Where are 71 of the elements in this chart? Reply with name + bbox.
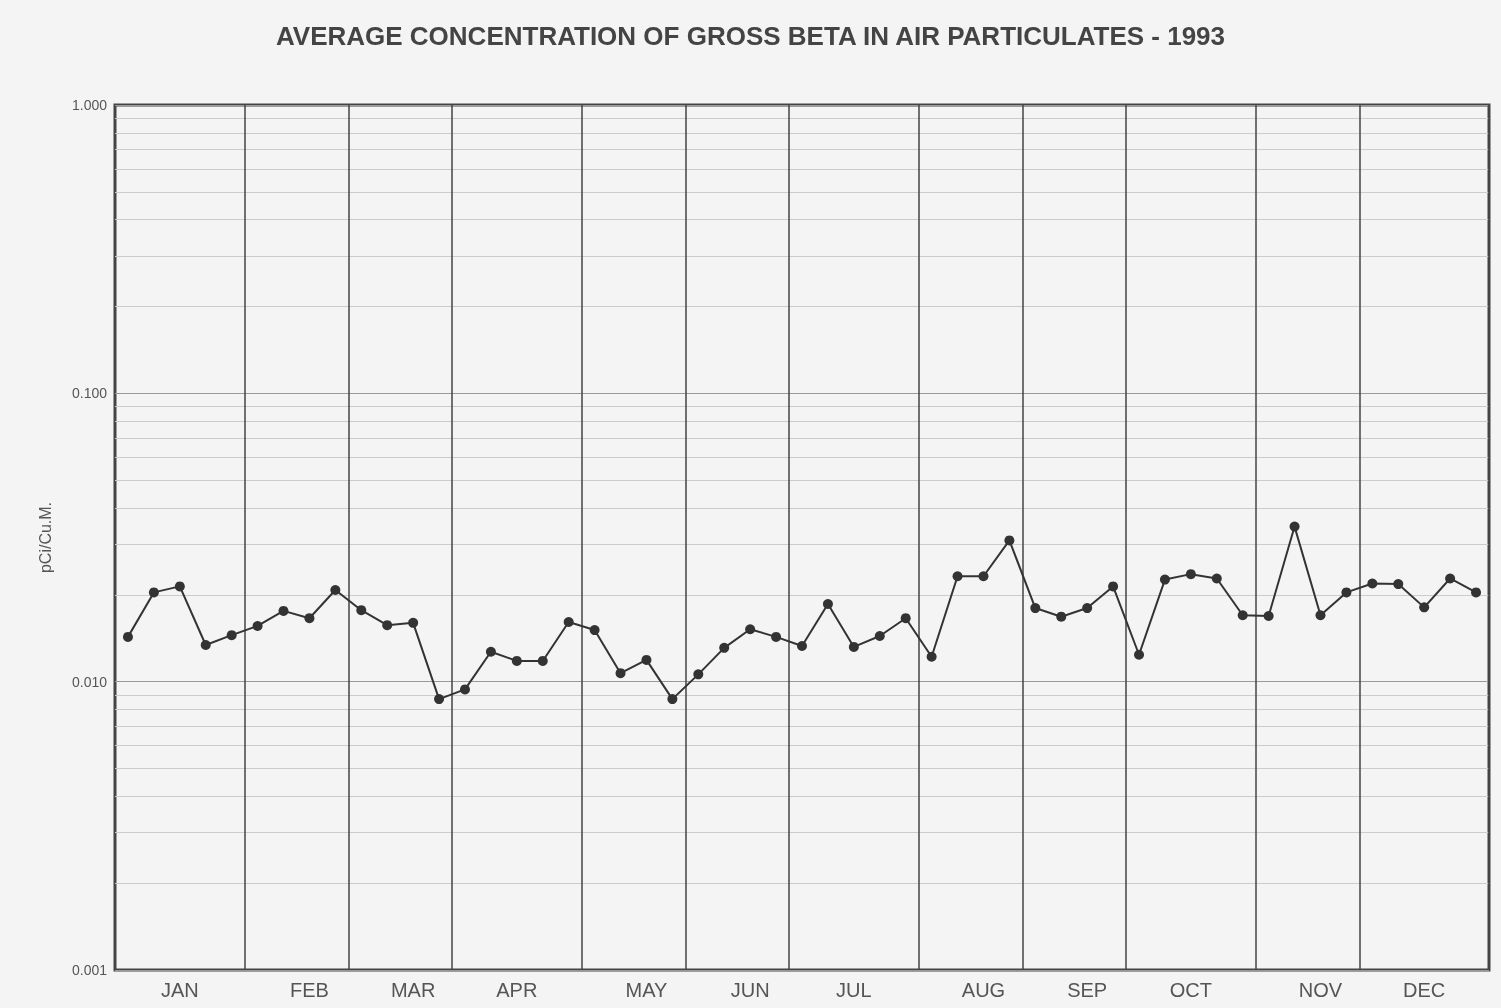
point — [1159, 574, 1170, 585]
point — [1237, 610, 1248, 621]
point — [226, 630, 237, 641]
point — [900, 613, 911, 624]
x-tick-label: JUL — [836, 979, 872, 1001]
point — [926, 651, 937, 662]
point — [641, 654, 652, 665]
point — [822, 598, 833, 609]
point — [382, 620, 393, 631]
point — [200, 640, 211, 651]
point — [1108, 581, 1119, 592]
y-tick-label: 0.001 — [71, 962, 108, 978]
x-tick-label: NOV — [1298, 979, 1343, 1001]
point — [1056, 611, 1067, 622]
point — [874, 631, 885, 641]
point — [1445, 573, 1456, 584]
point — [719, 642, 730, 653]
point — [408, 617, 419, 628]
point — [693, 669, 704, 680]
point — [771, 631, 782, 642]
point — [667, 694, 678, 705]
x-tick-label: MAR — [390, 979, 436, 1001]
point — [356, 605, 367, 616]
x-tick-label: FEB — [289, 979, 329, 1001]
point — [148, 587, 159, 598]
point — [1289, 521, 1300, 532]
point — [511, 655, 522, 666]
point — [1211, 573, 1222, 584]
point — [1030, 603, 1041, 614]
x-tick-label: OCT — [1169, 979, 1212, 1001]
point — [434, 694, 445, 705]
y-axis-title: pCi/Cu.M. — [36, 501, 54, 574]
y-tick-label: 1.000 — [71, 97, 108, 113]
point — [537, 655, 548, 666]
y-tick-label: 0.010 — [71, 673, 108, 690]
point — [1134, 649, 1145, 660]
point — [745, 624, 756, 635]
point — [563, 617, 574, 628]
point — [848, 641, 859, 652]
point — [1004, 535, 1015, 546]
point — [1393, 579, 1404, 590]
point — [589, 625, 600, 636]
point — [978, 571, 989, 582]
x-tick-label: JAN — [160, 979, 199, 1001]
point — [252, 620, 263, 631]
x-tick-label: MAY — [625, 979, 668, 1001]
x-tick-label: JUN — [730, 979, 770, 1001]
x-tick-label: AUG — [961, 979, 1006, 1001]
point — [304, 613, 315, 624]
point — [1341, 587, 1352, 598]
point — [1082, 603, 1093, 614]
point — [1419, 602, 1430, 613]
point — [615, 668, 626, 679]
point — [1471, 587, 1482, 598]
point — [485, 646, 496, 657]
point — [1185, 569, 1196, 580]
point — [952, 571, 963, 582]
x-tick-label: APR — [496, 979, 538, 1001]
point — [330, 584, 341, 595]
point — [797, 640, 807, 651]
point — [1367, 578, 1378, 589]
y-tick-label: 0.100 — [71, 385, 108, 402]
x-tick-label: SEP — [1067, 979, 1108, 1001]
x-tick-label: DEC — [1403, 979, 1446, 1001]
point — [1315, 610, 1326, 621]
point — [278, 605, 289, 616]
point — [1263, 610, 1274, 621]
point — [122, 631, 133, 642]
chart-title: AVERAGE CONCENTRATION OF GROSS BETA IN AIR PARTICULATES - 1993 — [275, 21, 1226, 51]
point — [174, 581, 185, 592]
point — [459, 684, 470, 695]
